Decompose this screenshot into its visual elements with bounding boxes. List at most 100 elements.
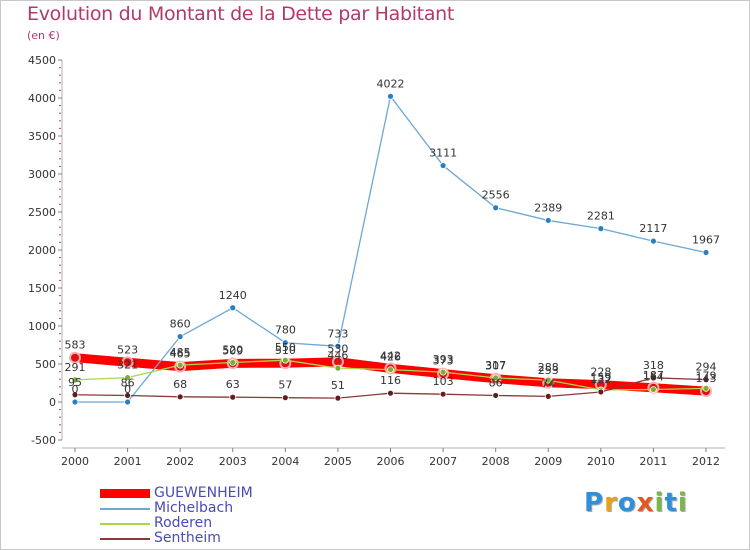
data-label-roderen: 550 xyxy=(275,341,296,354)
data-point-michelbach xyxy=(176,333,184,341)
data-label-guewenheim: 465 xyxy=(170,348,191,361)
data-label-sentheim: 132 xyxy=(590,373,611,386)
data-label-sentheim: 51 xyxy=(331,379,345,392)
y-tick-label: 4000 xyxy=(28,92,56,105)
data-label-sentheim: 86 xyxy=(121,376,135,389)
data-label-roderen: 426 xyxy=(380,351,401,364)
data-point-michelbach xyxy=(544,217,552,224)
data-label-roderen: 446 xyxy=(327,349,348,362)
data-label-roderen: 179 xyxy=(696,369,717,382)
x-tick-label: 2003 xyxy=(219,455,247,468)
legend-label: Michelbach xyxy=(154,500,234,516)
x-tick-label: 2011 xyxy=(639,455,667,468)
data-point-michelbach xyxy=(281,339,289,347)
data-point-sentheim xyxy=(492,392,500,399)
data-label-michelbach: 2389 xyxy=(534,201,562,214)
data-point-roderen xyxy=(544,376,552,384)
y-tick-label: 3000 xyxy=(28,168,56,181)
data-point-michelbach xyxy=(387,92,394,100)
data-label-michelbach: 4022 xyxy=(377,77,405,90)
data-label-guewenheim: 143 xyxy=(696,372,717,385)
y-tick-label: 2500 xyxy=(28,206,56,219)
data-point-roderen xyxy=(387,366,394,374)
y-tick-label: 1500 xyxy=(28,282,56,295)
data-point-roderen xyxy=(334,364,342,372)
proxiti-logo: Proxiti xyxy=(584,488,688,518)
data-label-roderen: 485 xyxy=(170,346,191,359)
x-tick-label: 2010 xyxy=(587,455,615,468)
x-tick-label: 2006 xyxy=(377,455,405,468)
data-point-sentheim xyxy=(544,392,552,400)
data-label-sentheim: 74 xyxy=(541,377,555,390)
data-point-michelbach xyxy=(597,225,605,233)
data-point-michelbach xyxy=(71,398,79,406)
data-point-roderen xyxy=(702,384,710,392)
data-point-sentheim xyxy=(702,376,710,384)
data-point-sentheim xyxy=(124,392,131,399)
data-label-guewenheim: 228 xyxy=(590,366,611,379)
data-point-sentheim xyxy=(650,374,657,382)
data-label-michelbach: 0 xyxy=(72,383,79,396)
data-label-guewenheim: 442 xyxy=(380,349,401,362)
data-label-guewenheim: 530 xyxy=(327,343,348,356)
y-tick-label: 4500 xyxy=(28,54,56,67)
data-label-roderen: 393 xyxy=(433,353,454,366)
data-point-roderen xyxy=(439,368,447,376)
x-tick-label: 2000 xyxy=(61,455,89,468)
data-label-michelbach: 0 xyxy=(124,383,131,396)
data-label-michelbach: 2281 xyxy=(587,210,615,223)
data-label-michelbach: 2556 xyxy=(482,189,510,202)
data-point-roderen xyxy=(650,386,657,393)
x-tick-label: 2002 xyxy=(166,455,194,468)
data-label-guewenheim: 187 xyxy=(643,369,664,382)
y-tick-label: 0 xyxy=(49,396,56,409)
data-point-guewenheim xyxy=(69,351,81,364)
data-label-guewenheim: 510 xyxy=(275,344,296,357)
x-tick-label: 2001 xyxy=(114,455,142,468)
y-tick-label: -500 xyxy=(31,434,56,447)
data-label-roderen: 291 xyxy=(65,361,86,374)
data-point-roderen xyxy=(71,376,79,384)
data-point-sentheim xyxy=(387,389,394,397)
data-point-sentheim xyxy=(597,388,605,396)
x-tick-label: 2008 xyxy=(482,455,510,468)
data-label-sentheim: 318 xyxy=(643,359,664,372)
legend-label: GUEWENHEIM xyxy=(154,485,253,501)
y-tick-label: 500 xyxy=(35,358,56,371)
y-tick-label: 1000 xyxy=(28,320,56,333)
data-point-sentheim xyxy=(176,393,184,401)
data-label-roderen: 321 xyxy=(117,359,138,372)
data-point-sentheim xyxy=(439,390,447,398)
data-point-sentheim xyxy=(281,394,289,402)
data-point-michelbach xyxy=(702,249,710,256)
data-label-roderen: 288 xyxy=(538,361,559,374)
data-point-roderen xyxy=(229,359,237,366)
data-point-michelbach xyxy=(650,237,657,245)
data-point-roderen xyxy=(492,374,500,382)
legend-label: Roderen xyxy=(154,515,213,531)
data-label-sentheim: 86 xyxy=(489,376,503,389)
legend-swatch xyxy=(100,489,150,498)
x-tick-label: 2007 xyxy=(429,455,457,468)
data-point-sentheim xyxy=(229,393,237,401)
data-label-sentheim: 95 xyxy=(68,376,82,389)
x-tick-label: 2012 xyxy=(692,455,720,468)
data-label-michelbach: 1967 xyxy=(692,234,720,247)
data-label-michelbach: 733 xyxy=(327,327,348,340)
legend-swatch xyxy=(100,508,150,510)
data-label-roderen: 317 xyxy=(485,359,506,372)
legend-swatch xyxy=(100,538,150,540)
data-point-roderen xyxy=(281,356,289,364)
data-label-sentheim: 57 xyxy=(278,379,292,392)
data-point-michelbach xyxy=(334,342,342,350)
data-point-michelbach xyxy=(439,162,447,169)
data-point-michelbach xyxy=(492,204,500,212)
data-label-guewenheim: 253 xyxy=(538,364,559,377)
y-tick-label: 3500 xyxy=(28,130,56,143)
data-label-roderen: 164 xyxy=(643,371,664,384)
data-point-sentheim xyxy=(334,394,342,402)
data-label-guewenheim: 373 xyxy=(433,355,454,368)
y-tick-label: 2000 xyxy=(28,244,56,257)
data-label-michelbach: 860 xyxy=(170,318,191,331)
